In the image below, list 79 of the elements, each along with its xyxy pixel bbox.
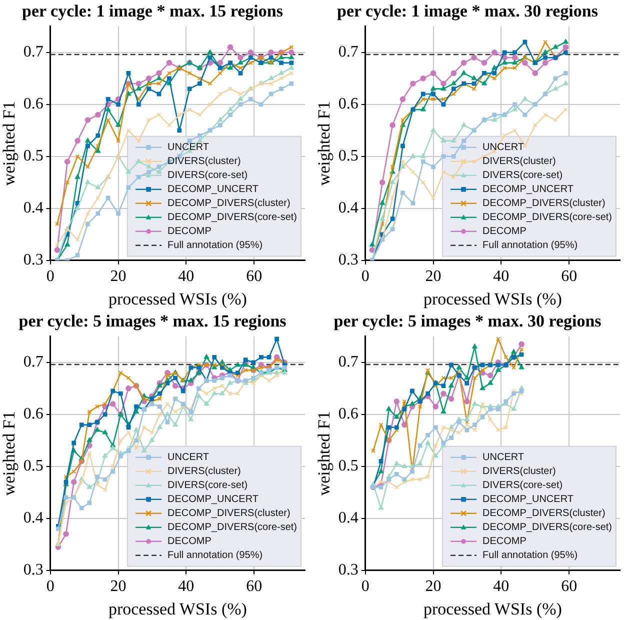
x-axis-title: processed WSIs (%) xyxy=(108,599,247,618)
legend-label: DECOMP xyxy=(168,226,212,238)
legend-label: UNCERT xyxy=(482,142,524,154)
y-tick-label: 0.4 xyxy=(23,200,44,217)
legend-label: Full annotation (95%) xyxy=(168,240,263,252)
y-tick-label: 0.7 xyxy=(23,354,44,371)
x-tick-label: 20 xyxy=(110,268,126,286)
legend-label: UNCERT xyxy=(482,452,524,464)
legend-label: DIVERS(cluster) xyxy=(168,466,241,478)
x-tick-label: 40 xyxy=(493,268,510,286)
legend-label: DECOMP_UNCERT xyxy=(482,494,574,506)
y-tick-label: 0.4 xyxy=(23,510,44,527)
y-axis-title: weighted F1 xyxy=(314,411,334,496)
chart-title: per cycle: 5 images * max. 15 regions xyxy=(18,312,287,331)
y-tick-label: 0.4 xyxy=(338,200,358,217)
y-axis-title: weighted F1 xyxy=(0,411,19,496)
x-tick-label: 0 xyxy=(361,578,370,596)
y-tick-label: 0.5 xyxy=(338,458,358,475)
legend-label: DECOMP_UNCERT xyxy=(168,494,258,506)
x-tick-label: 60 xyxy=(561,268,578,286)
legend-label: DIVERS(core-set) xyxy=(482,170,563,182)
legend-label: DECOMP xyxy=(482,226,527,238)
y-tick-label: 0.6 xyxy=(338,406,358,423)
y-tick-label: 0.7 xyxy=(23,44,44,61)
y-axis-title: weighted F1 xyxy=(314,101,334,186)
y-tick-label: 0.6 xyxy=(23,406,44,423)
x-tick-label: 60 xyxy=(246,268,262,286)
y-tick-label: 0.3 xyxy=(338,252,358,269)
legend-label: DIVERS(core-set) xyxy=(482,480,563,492)
x-tick-label: 0 xyxy=(361,268,370,286)
y-tick-label: 0.7 xyxy=(338,354,358,371)
legend-label: DECOMP_DIVERS(core-set) xyxy=(482,212,612,224)
legend-label: UNCERT xyxy=(168,452,210,464)
y-tick-label: 0.6 xyxy=(338,96,358,113)
legend-label: Full annotation (95%) xyxy=(482,240,578,252)
legend-label: DECOMP_DIVERS(cluster) xyxy=(168,198,290,210)
chart-title: per cycle: 1 image * max. 30 regions xyxy=(337,2,598,21)
legend-label: DECOMP_DIVERS(cluster) xyxy=(482,198,606,210)
legend-label: DECOMP_DIVERS(cluster) xyxy=(168,508,290,520)
legend-label: DECOMP_DIVERS(core-set) xyxy=(168,212,297,224)
x-tick-label: 60 xyxy=(246,578,262,596)
x-tick-label: 20 xyxy=(425,268,442,286)
x-tick-label: 60 xyxy=(561,578,578,596)
y-tick-label: 0.3 xyxy=(23,252,44,269)
legend-label: DECOMP xyxy=(168,536,212,548)
y-tick-label: 0.3 xyxy=(338,562,358,579)
x-tick-label: 20 xyxy=(425,578,442,596)
y-tick-label: 0.4 xyxy=(338,510,358,527)
legend-label: DECOMP_UNCERT xyxy=(482,184,574,196)
legend-label: DIVERS(cluster) xyxy=(482,466,556,478)
legend-label: DIVERS(core-set) xyxy=(168,170,248,182)
legend-label: UNCERT xyxy=(168,142,210,154)
x-axis-title: processed WSIs (%) xyxy=(108,289,247,308)
y-tick-label: 0.5 xyxy=(338,148,358,165)
x-tick-label: 40 xyxy=(493,578,510,596)
x-axis-title: processed WSIs (%) xyxy=(423,289,562,308)
x-tick-label: 40 xyxy=(178,268,194,286)
y-tick-label: 0.6 xyxy=(23,96,44,113)
legend-label: DECOMP_DIVERS(core-set) xyxy=(168,522,297,534)
legend-label: DIVERS(core-set) xyxy=(168,480,248,492)
legend-label: DECOMP_DIVERS(core-set) xyxy=(482,522,612,534)
y-tick-label: 0.5 xyxy=(23,458,44,475)
x-tick-label: 40 xyxy=(178,578,194,596)
y-tick-label: 0.3 xyxy=(23,562,44,579)
y-axis-title: weighted F1 xyxy=(0,101,19,186)
x-tick-label: 0 xyxy=(46,268,54,286)
legend-label: Full annotation (95%) xyxy=(168,550,263,562)
y-tick-label: 0.5 xyxy=(23,148,44,165)
x-tick-label: 0 xyxy=(46,578,54,596)
chart-title: per cycle: 1 image * max. 15 regions xyxy=(22,2,284,21)
x-axis-title: processed WSIs (%) xyxy=(423,599,562,618)
legend-label: Full annotation (95%) xyxy=(482,550,578,562)
legend-label: DECOMP_UNCERT xyxy=(168,184,258,196)
legend-label: DIVERS(cluster) xyxy=(482,156,556,168)
chart-title: per cycle: 5 images * max. 30 regions xyxy=(334,312,602,331)
x-tick-label: 20 xyxy=(110,578,126,596)
y-tick-label: 0.7 xyxy=(338,44,358,61)
legend-label: DECOMP_DIVERS(cluster) xyxy=(482,508,606,520)
legend-label: DECOMP xyxy=(482,536,527,548)
